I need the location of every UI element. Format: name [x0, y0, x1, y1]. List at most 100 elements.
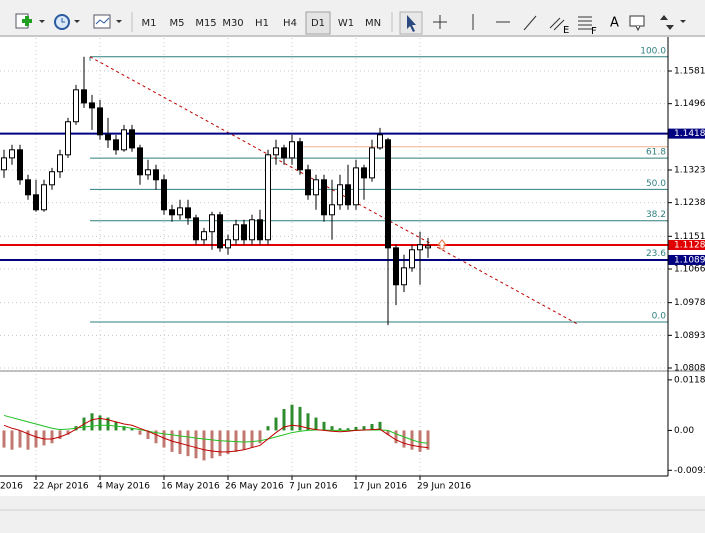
trendline-tool[interactable]	[523, 15, 537, 31]
cursor-tool[interactable]	[399, 11, 423, 35]
histogram-bar	[258, 430, 262, 444]
candle-body	[425, 245, 431, 249]
price-tag	[668, 128, 705, 139]
candle-body	[41, 184, 47, 211]
histogram-bar	[130, 428, 134, 431]
text-tool[interactable]: A	[610, 16, 619, 31]
timeframe-label: W1	[338, 18, 354, 29]
crosshair-tool[interactable]	[433, 15, 447, 29]
candle-body	[57, 154, 63, 173]
candle-body	[353, 167, 359, 206]
x-tick-label: 2016	[0, 482, 23, 492]
history-button[interactable]	[54, 14, 80, 30]
candle-body	[265, 154, 271, 241]
candle-body	[313, 179, 319, 196]
candle-body	[129, 129, 135, 149]
histogram-bar	[266, 426, 270, 431]
active-frame	[305, 11, 331, 35]
histogram-bar	[90, 413, 94, 431]
fib-label: 38.2	[646, 210, 666, 220]
candle-body	[393, 247, 399, 286]
histogram-bar	[26, 430, 30, 450]
histogram-bar	[242, 430, 246, 450]
histogram-bar	[186, 430, 190, 457]
candle-body	[17, 149, 23, 181]
histogram-bar	[322, 421, 326, 431]
y-tick-label: 0.00	[674, 426, 694, 436]
fibonacci-tool[interactable]: F	[578, 16, 597, 37]
arrows-tool[interactable]	[660, 15, 686, 30]
candle-body	[193, 217, 199, 241]
label-tool[interactable]	[629, 15, 645, 32]
candle-body	[33, 194, 39, 211]
timeframe-label: M30	[222, 18, 243, 29]
histogram-bar	[314, 417, 318, 431]
indicator-line	[3, 417, 429, 453]
histogram-bar	[426, 430, 430, 450]
x-tick-label: 22 Apr 2016	[33, 482, 89, 492]
histogram-bar	[106, 417, 110, 431]
histogram-bar	[402, 430, 406, 448]
candle-body	[297, 141, 303, 171]
timeframe-button[interactable]: M5	[170, 18, 185, 29]
candle-body	[185, 207, 191, 219]
candle-body	[225, 239, 231, 249]
y-tick-label: 1.08085	[674, 364, 705, 374]
histogram-bar	[250, 430, 254, 448]
timeframe-button[interactable]: H1	[255, 18, 269, 29]
templates-button[interactable]	[93, 14, 122, 29]
histogram-bar	[10, 430, 14, 450]
histogram-bar	[378, 421, 382, 431]
timeframe-button[interactable]: H4	[283, 18, 297, 29]
candle-body	[337, 184, 343, 206]
candle-body	[209, 214, 215, 233]
candle-body	[401, 267, 407, 286]
histogram-bar	[34, 430, 38, 448]
new-chart-button[interactable]	[15, 13, 45, 29]
candle-body	[145, 169, 151, 176]
timeframe-label: M1	[142, 18, 157, 29]
arrow-marker	[436, 239, 448, 250]
timeframe-button[interactable]: M15	[195, 18, 216, 29]
candle-body	[409, 249, 415, 269]
histogram-bar	[42, 430, 46, 446]
histogram-bar	[194, 430, 198, 459]
x-tick-label: 17 Jun 2016	[353, 482, 407, 492]
timeframe-button[interactable]: MN	[365, 18, 381, 29]
timeframe-button[interactable]: D1	[305, 11, 331, 35]
histogram-bar	[218, 430, 222, 457]
histogram-bar	[290, 404, 294, 431]
timeframe-button[interactable]: M1	[142, 18, 157, 29]
timeframe-button[interactable]: M30	[222, 18, 243, 29]
candle-body	[177, 207, 183, 216]
icon-letter: E	[563, 25, 569, 36]
candle-body	[281, 147, 287, 159]
fib-label: 23.6	[646, 249, 666, 259]
histogram-bar	[98, 415, 102, 431]
histogram-bar	[338, 428, 342, 431]
candle-body	[417, 244, 423, 251]
histogram-bar	[138, 430, 142, 435]
chart: 1.15810 1.14960 1.13235 1.12385 1.11510 1.106…	[0, 37, 705, 492]
candle-body	[97, 107, 103, 136]
y-tick-label: -0.0093	[674, 466, 705, 476]
timeframe-label: D1	[311, 18, 325, 29]
histogram-bar	[298, 406, 302, 431]
y-tick-label: 1.14960	[674, 99, 705, 109]
candle-body	[161, 179, 167, 211]
candle-body	[289, 141, 295, 159]
candle-body	[137, 147, 143, 176]
candle-body	[361, 167, 367, 179]
timeframe-button[interactable]: W1	[338, 18, 354, 29]
channel-tool[interactable]: E	[549, 17, 569, 36]
icon-letter: A	[610, 16, 619, 31]
candle-body	[257, 219, 263, 241]
candle-body	[201, 231, 207, 241]
status-area	[0, 496, 705, 529]
histogram-bar	[386, 430, 390, 435]
candle-body	[25, 179, 31, 196]
x-tick-label: 16 May 2016	[161, 482, 220, 492]
y-tick-label: 1.12385	[674, 198, 705, 208]
histogram-bar	[50, 430, 54, 444]
